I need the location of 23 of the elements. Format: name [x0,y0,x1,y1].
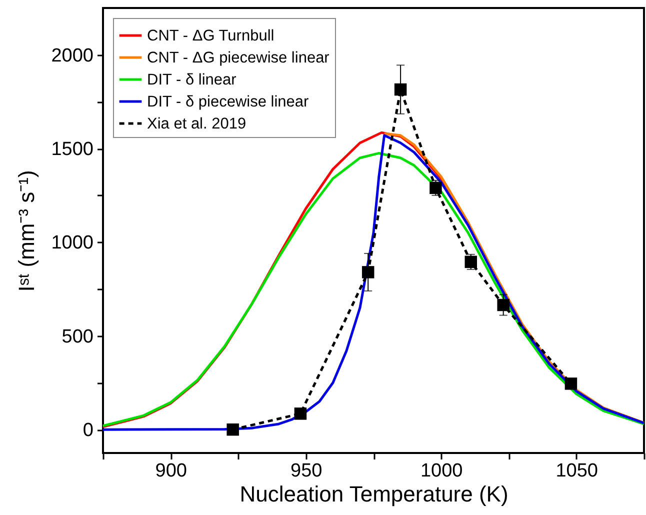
legend-label: Xia et al. 2019 [147,116,246,132]
point [394,83,407,96]
point [497,298,510,312]
y-tick-label: 500 [62,326,94,348]
legend-label: DIT - δ piecewise linear [147,94,309,110]
x-tick-label: 950 [290,460,322,482]
x-tick-label: 1050 [556,460,598,482]
x-tick-label: 900 [155,460,187,482]
point [362,266,374,278]
legend-label: CNT - ΔG piecewise linear [147,50,330,66]
legend-label: CNT - ΔG Turnbull [147,28,274,44]
x-tick-label: 1000 [420,460,463,482]
point [564,378,578,390]
point [226,423,239,436]
legend-label: DIT - δ linear [147,72,236,88]
y-tick-label: 0 [82,420,94,442]
y-axis-title: Iˢᵗ (mm⁻³ s⁻¹) [14,170,40,292]
y-tick-label: 2000 [51,45,94,66]
point [464,256,478,268]
x-axis-title: Nucleation Temperature (K) [240,482,508,506]
y-tick-label: 1500 [51,139,94,160]
point [294,408,307,420]
y-tick-label: 1000 [51,232,94,254]
